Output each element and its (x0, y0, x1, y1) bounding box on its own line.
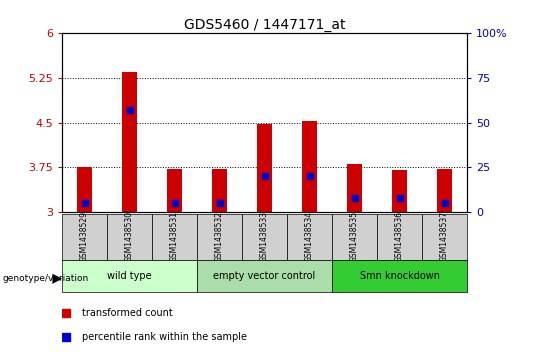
Bar (302, 121, 318, 212)
Bar (422, 214, 467, 260)
Bar (107, 214, 152, 260)
Bar (347, 164, 362, 212)
Text: GSM1438529: GSM1438529 (80, 211, 89, 262)
Text: wild type: wild type (107, 271, 152, 281)
Polygon shape (52, 274, 62, 284)
Bar (167, 169, 183, 212)
Bar (212, 169, 227, 212)
Bar (392, 171, 408, 212)
Text: percentile rank within the sample: percentile rank within the sample (82, 332, 247, 342)
Bar (332, 260, 467, 292)
Bar (122, 72, 138, 212)
Text: GSM1438536: GSM1438536 (395, 211, 404, 262)
Bar (77, 167, 92, 212)
Bar (197, 214, 242, 260)
Bar (256, 124, 273, 212)
Bar (437, 169, 453, 212)
Text: GSM1438535: GSM1438535 (350, 211, 359, 262)
Text: GSM1438533: GSM1438533 (260, 211, 269, 262)
Bar (287, 214, 332, 260)
Bar (197, 260, 332, 292)
Bar (377, 214, 422, 260)
Title: GDS5460 / 1447171_at: GDS5460 / 1447171_at (184, 18, 346, 32)
Bar (152, 214, 197, 260)
Bar (62, 260, 197, 292)
Text: GSM1438534: GSM1438534 (305, 211, 314, 262)
Text: GSM1438531: GSM1438531 (170, 211, 179, 262)
Text: empty vector control: empty vector control (213, 271, 316, 281)
Text: GSM1438530: GSM1438530 (125, 211, 134, 262)
Text: GSM1438537: GSM1438537 (440, 211, 449, 262)
Bar (332, 214, 377, 260)
Text: transformed count: transformed count (82, 308, 173, 318)
Text: GSM1438532: GSM1438532 (215, 211, 224, 262)
Text: genotype/variation: genotype/variation (3, 274, 89, 283)
Bar (242, 214, 287, 260)
Bar (62, 214, 107, 260)
Text: Smn knockdown: Smn knockdown (360, 271, 440, 281)
